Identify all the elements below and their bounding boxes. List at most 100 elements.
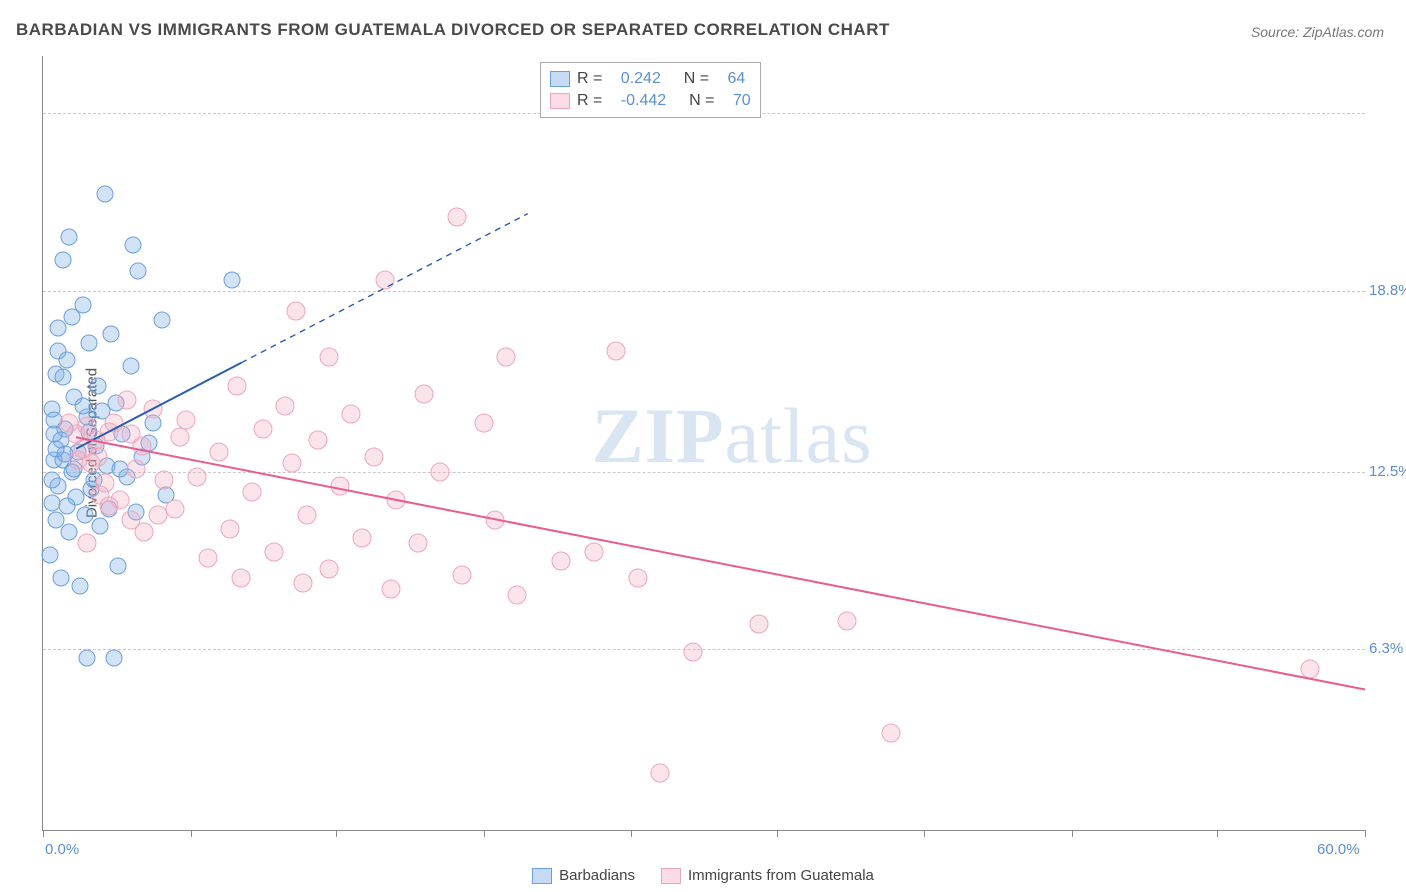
data-point	[265, 542, 284, 561]
data-point	[79, 650, 96, 667]
data-point	[72, 578, 89, 595]
data-point	[166, 499, 185, 518]
data-point	[298, 505, 317, 524]
data-point	[430, 462, 449, 481]
data-point	[320, 560, 339, 579]
data-point	[448, 207, 467, 226]
data-point	[232, 568, 251, 587]
data-point	[386, 491, 405, 510]
data-point	[96, 185, 113, 202]
data-point	[54, 369, 71, 386]
data-point	[135, 522, 154, 541]
data-point	[882, 723, 901, 742]
data-point	[63, 308, 80, 325]
legend-row-guatemala: R = -0.442 N = 70	[550, 90, 751, 112]
data-point	[59, 498, 76, 515]
data-point	[125, 237, 142, 254]
swatch-icon	[550, 71, 570, 87]
data-point	[276, 396, 295, 415]
data-point	[43, 472, 60, 489]
data-point	[452, 565, 471, 584]
data-point	[61, 523, 78, 540]
x-tick-label: 0.0%	[45, 841, 79, 858]
data-point	[177, 411, 196, 430]
data-point	[838, 611, 857, 630]
grid-line	[43, 649, 1365, 650]
data-point	[129, 263, 146, 280]
data-point	[117, 391, 136, 410]
source-label: Source: ZipAtlas.com	[1251, 24, 1384, 40]
data-point	[1300, 660, 1319, 679]
data-point	[628, 568, 647, 587]
data-point	[104, 413, 123, 432]
data-point	[224, 271, 241, 288]
data-point	[320, 348, 339, 367]
data-point	[375, 270, 394, 289]
data-point	[78, 534, 97, 553]
x-tick	[1217, 830, 1218, 837]
data-point	[650, 763, 669, 782]
data-point	[54, 251, 71, 268]
data-point	[153, 311, 170, 328]
data-point	[109, 558, 126, 575]
data-point	[74, 397, 91, 414]
data-point	[43, 495, 60, 512]
data-point	[188, 468, 207, 487]
data-point	[364, 448, 383, 467]
data-point	[52, 569, 69, 586]
swatch-icon	[550, 93, 570, 109]
scatter-plot: ZIPatlas Divorced or Separated 6.3%12.5%…	[42, 56, 1365, 831]
legend-item-barbadians: Barbadians	[532, 867, 635, 884]
data-point	[282, 454, 301, 473]
data-point	[126, 459, 145, 478]
data-point	[123, 357, 140, 374]
data-point	[342, 405, 361, 424]
watermark: ZIPatlas	[592, 391, 873, 481]
data-point	[90, 377, 107, 394]
data-point	[69, 451, 88, 470]
data-point	[170, 428, 189, 447]
series-legend: Barbadians Immigrants from Guatemala	[0, 867, 1406, 884]
data-point	[199, 548, 218, 567]
data-point	[507, 585, 526, 604]
x-tick	[631, 830, 632, 837]
data-point	[221, 520, 240, 539]
legend-item-guatemala: Immigrants from Guatemala	[661, 867, 874, 884]
data-point	[105, 650, 122, 667]
data-point	[155, 471, 174, 490]
swatch-icon	[661, 868, 681, 884]
data-point	[92, 518, 109, 535]
data-point	[750, 614, 769, 633]
data-point	[210, 442, 229, 461]
grid-line	[43, 291, 1365, 292]
data-point	[408, 534, 427, 553]
legend-row-barbadians: R = 0.242 N = 64	[550, 68, 751, 90]
x-tick	[484, 830, 485, 837]
grid-line	[43, 472, 1365, 473]
data-point	[227, 376, 246, 395]
x-tick	[777, 830, 778, 837]
data-point	[551, 551, 570, 570]
data-point	[353, 528, 372, 547]
data-point	[584, 542, 603, 561]
data-point	[331, 477, 350, 496]
data-point	[60, 413, 79, 432]
data-point	[81, 334, 98, 351]
data-point	[474, 413, 493, 432]
data-point	[76, 506, 93, 523]
x-tick	[924, 830, 925, 837]
data-point	[148, 505, 167, 524]
data-point	[254, 419, 273, 438]
x-tick	[1365, 830, 1366, 837]
data-point	[86, 431, 105, 450]
data-point	[683, 643, 702, 662]
swatch-icon	[532, 868, 552, 884]
data-point	[309, 431, 328, 450]
y-tick-label: 6.3%	[1369, 640, 1406, 657]
data-point	[382, 580, 401, 599]
data-point	[293, 574, 312, 593]
x-tick	[1072, 830, 1073, 837]
data-point	[103, 326, 120, 343]
data-point	[243, 482, 262, 501]
x-tick	[43, 830, 44, 837]
